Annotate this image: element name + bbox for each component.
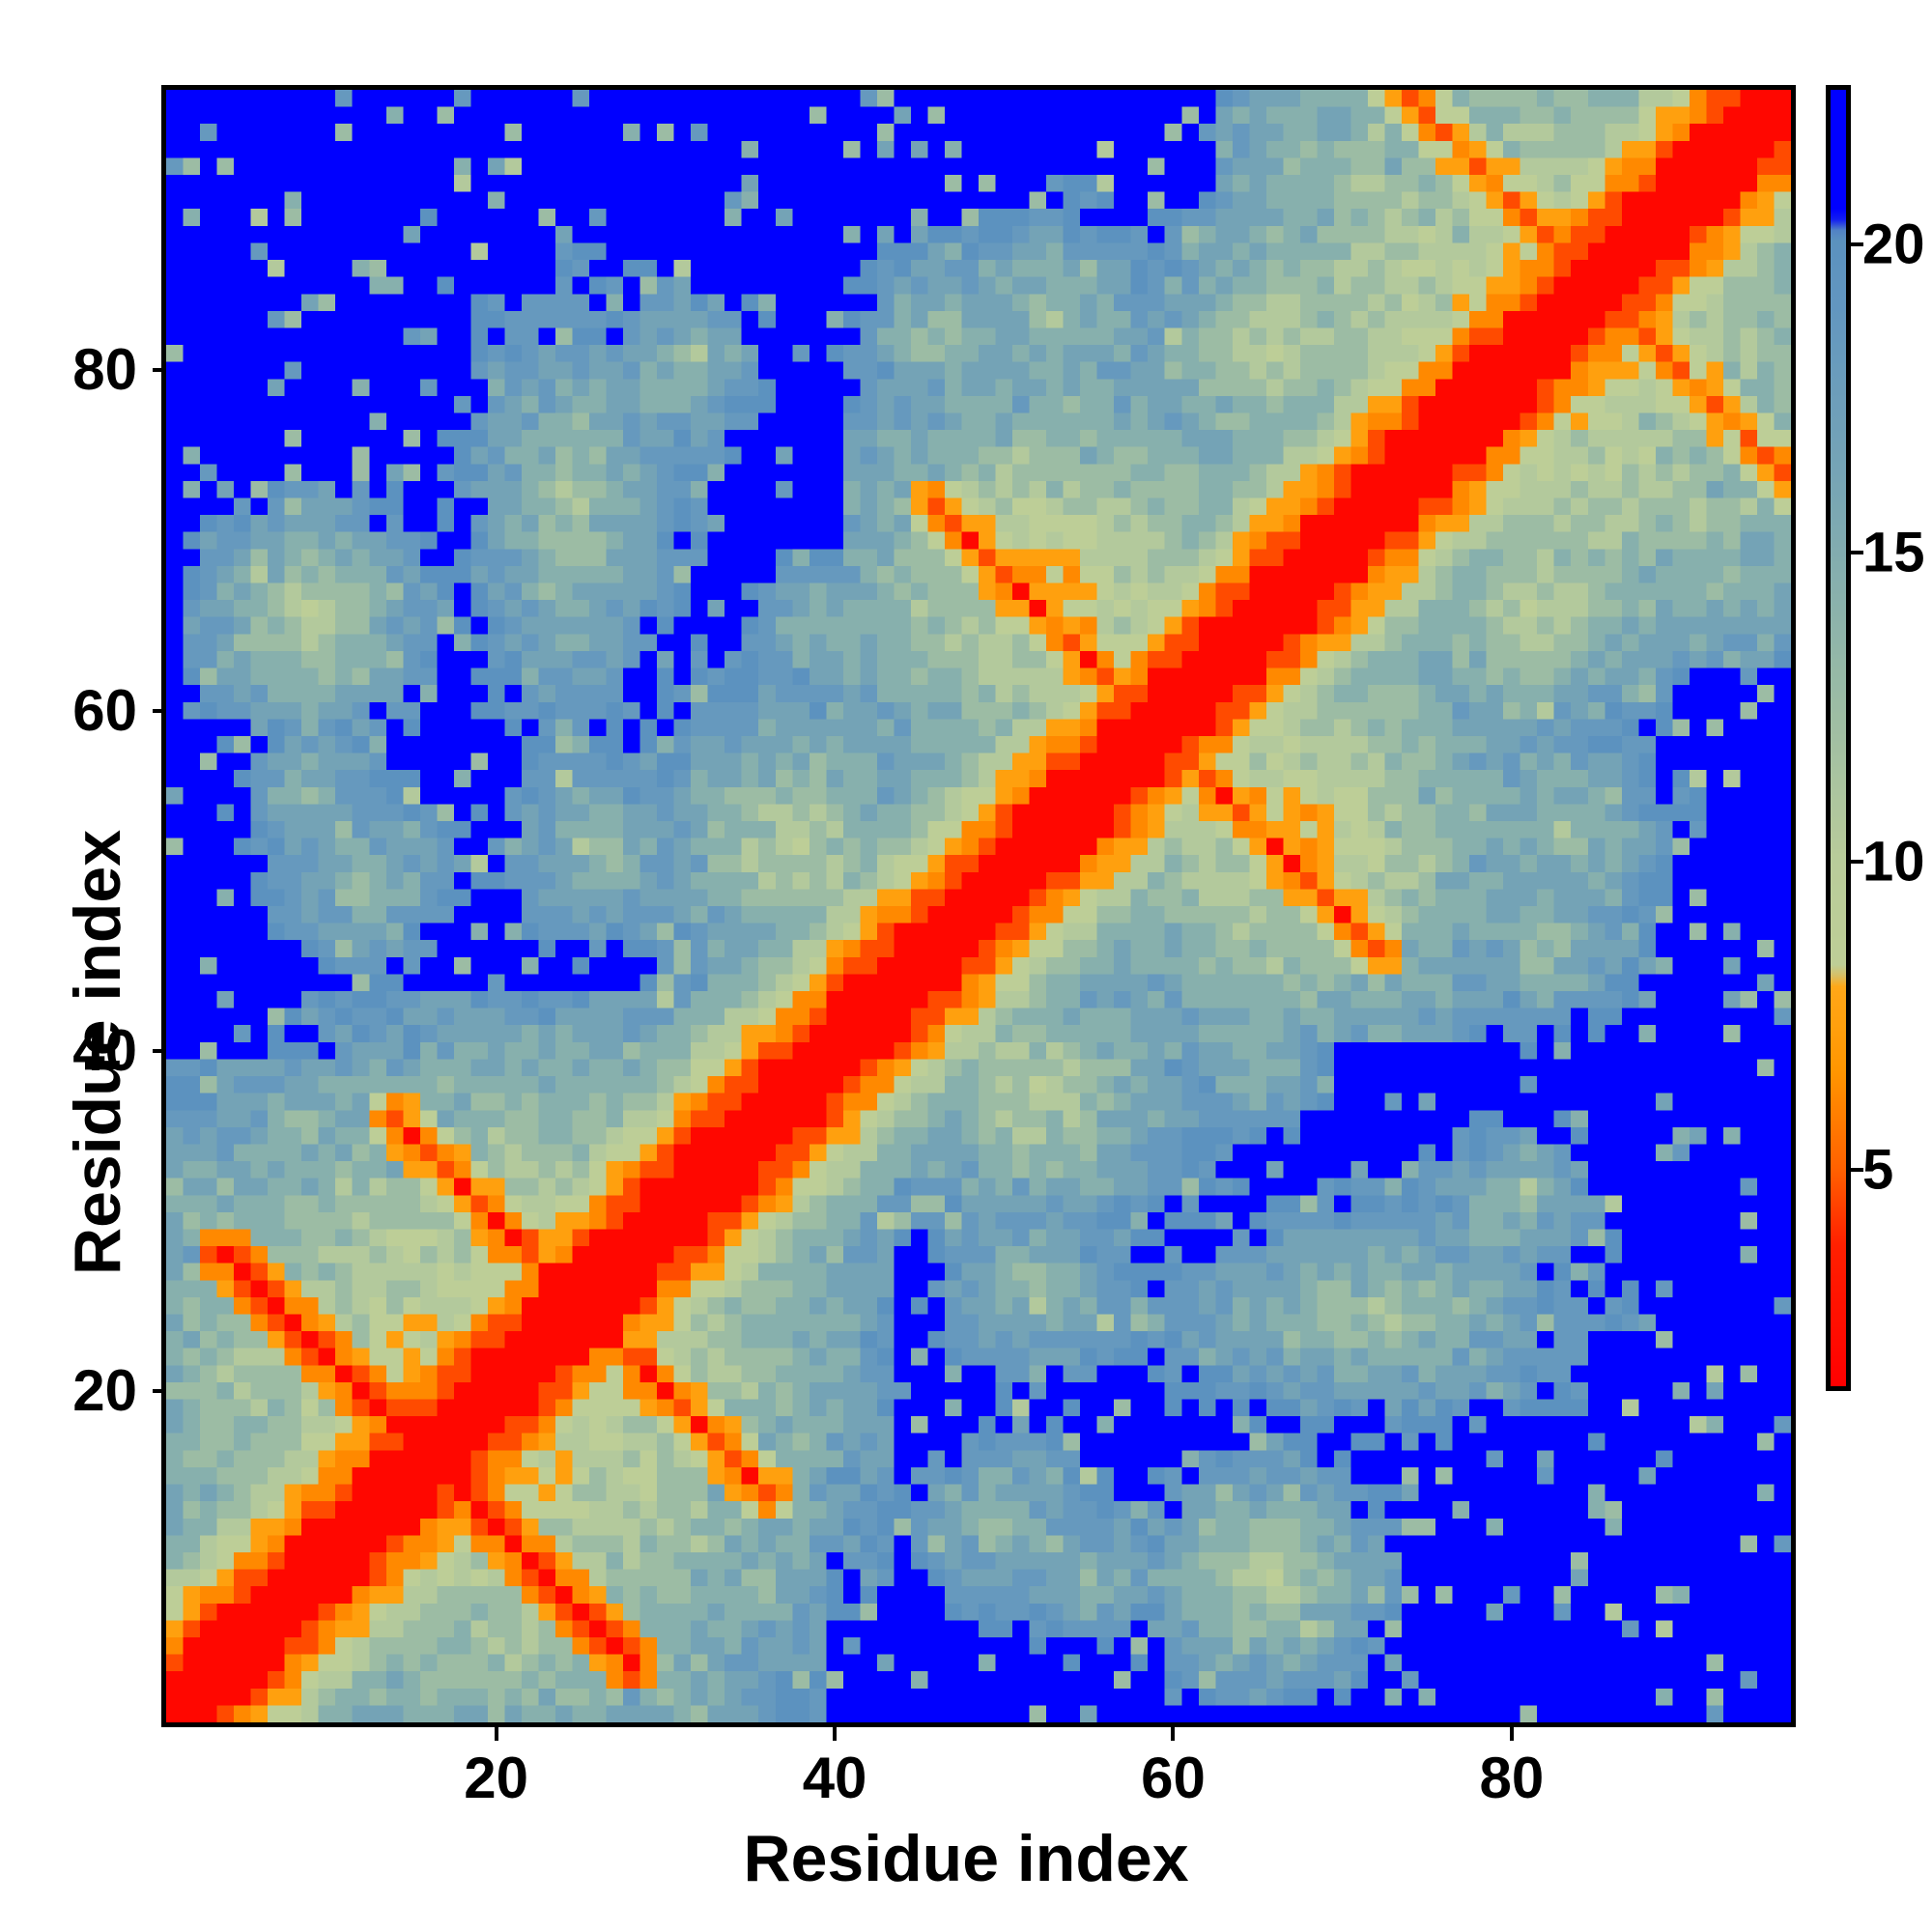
x-tick-mark [1171, 1727, 1176, 1741]
heatmap-image [166, 90, 1791, 1722]
colorbar-tick-label: 10 [1862, 830, 1925, 894]
colorbar-tick-mark [1851, 1168, 1863, 1173]
y-tick-mark [153, 1388, 166, 1393]
heatmap-plot-area [161, 85, 1796, 1727]
y-tick-label: 80 [72, 337, 137, 403]
colorbar-tick-label: 5 [1862, 1138, 1894, 1202]
x-tick-label: 20 [464, 1746, 529, 1810]
x-tick-mark [1509, 1727, 1514, 1741]
x-tick-mark [494, 1727, 498, 1741]
y-tick-label: 60 [72, 677, 137, 743]
y-tick-mark [153, 368, 166, 373]
x-tick-mark [833, 1727, 838, 1741]
colorbar-tick-mark [1851, 242, 1863, 246]
x-axis-title: Residue index [743, 1822, 1189, 1895]
x-tick-label: 40 [802, 1746, 867, 1810]
colorbar-tick-label: 15 [1862, 521, 1925, 584]
x-tick-label: 60 [1141, 1746, 1206, 1810]
x-tick-label: 80 [1479, 1746, 1545, 1810]
y-tick-mark [153, 708, 166, 713]
colorbar-tick-mark [1851, 551, 1863, 555]
y-tick-mark [153, 1048, 166, 1053]
colorbar [1826, 85, 1851, 1391]
colorbar-tick-label: 20 [1862, 213, 1925, 276]
colorbar-tick-mark [1851, 859, 1863, 864]
y-tick-label: 20 [72, 1357, 137, 1423]
y-tick-label: 40 [72, 1017, 137, 1083]
colorbar-gradient [1831, 90, 1846, 1386]
y-axis-title: Residue index [61, 829, 134, 1275]
